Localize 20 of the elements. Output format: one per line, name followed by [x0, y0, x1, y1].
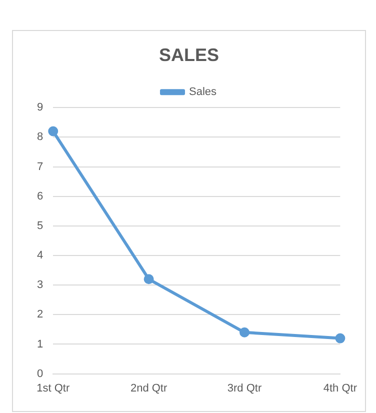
point: [240, 327, 250, 338]
y-tick-label: 4: [36, 250, 44, 262]
y-tick-label: 1: [36, 338, 44, 350]
legend-label: Sales: [188, 86, 218, 98]
x-tick-label: 4th Qtr: [323, 382, 358, 394]
y-tick-label: 7: [36, 160, 44, 173]
point: [48, 126, 58, 136]
x-tick-label: 1st Qtr: [36, 382, 70, 394]
y-tick-label: 5: [36, 220, 44, 232]
y-tick-label: 2: [36, 308, 44, 321]
x-tick-label: 3rd Qtr: [227, 382, 262, 394]
y-tick-label: 3: [36, 279, 44, 292]
chart-title: SALES: [158, 44, 220, 65]
point: [335, 333, 346, 344]
y-tick-label: 8: [36, 131, 44, 144]
x-tick-label: 2nd Qtr: [130, 382, 168, 394]
point: [144, 274, 154, 284]
y-tick-label: 9: [36, 102, 44, 114]
y-tick-label: 0: [36, 368, 44, 380]
y-tick-label: 6: [36, 190, 44, 202]
